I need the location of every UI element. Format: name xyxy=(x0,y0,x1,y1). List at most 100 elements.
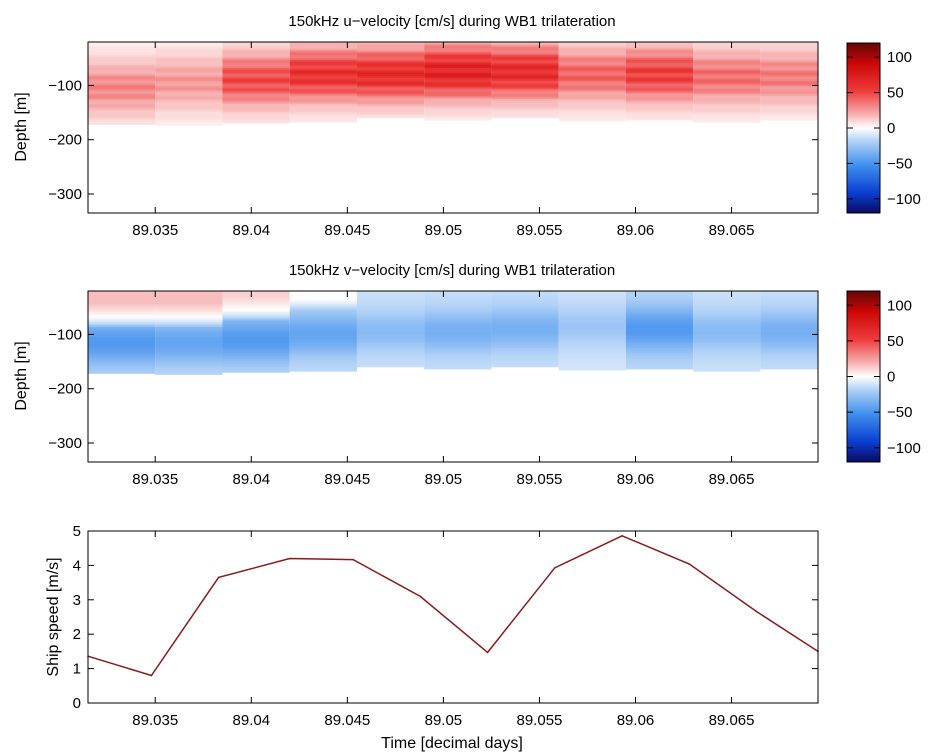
u-velocity-cell xyxy=(760,69,818,72)
u-velocity-cell xyxy=(760,100,818,103)
u-velocity-cell xyxy=(424,100,492,103)
v-velocity-cell xyxy=(558,348,626,350)
v-velocity-cell xyxy=(693,362,761,365)
v-velocity-profile xyxy=(558,291,626,371)
u-velocity-cell xyxy=(760,53,818,56)
v-velocity-cell xyxy=(88,364,156,367)
v-velocity-cell xyxy=(760,305,818,308)
u-velocity-cell xyxy=(625,87,694,90)
u-velocity-cell xyxy=(760,84,818,87)
v-velocity-cell xyxy=(491,333,559,336)
v-velocity-profile xyxy=(222,291,290,373)
u-velocity-cell xyxy=(356,59,425,62)
v-velocity-cell xyxy=(693,361,761,363)
u-velocity-cell xyxy=(491,71,559,74)
u-velocity-cell xyxy=(558,56,626,59)
u-velocity-cell xyxy=(222,45,290,48)
u-velocity-cell xyxy=(760,58,818,61)
u-velocity-cell xyxy=(424,107,492,110)
v-velocity-cell xyxy=(356,348,425,350)
u-velocity-cell xyxy=(155,125,223,126)
v-velocity-cell xyxy=(289,323,357,326)
u-velocity-cell xyxy=(558,48,626,51)
v-velocity-cell xyxy=(155,359,223,362)
u-velocity-cell xyxy=(356,108,425,111)
v-velocity-cell xyxy=(625,336,694,339)
v-velocity-cell xyxy=(558,326,626,329)
v-velocity-cell xyxy=(558,362,626,365)
ship-speed-line xyxy=(87,534,819,677)
x-tick-label: 89.04 xyxy=(233,471,271,488)
v-velocity-cell xyxy=(356,323,425,326)
v-velocity-cell xyxy=(155,372,223,375)
u-velocity-cell xyxy=(558,55,626,57)
u-velocity-cell xyxy=(289,69,357,72)
v-velocity-cell xyxy=(760,302,818,305)
v-velocity-cell xyxy=(625,318,694,321)
x-tick-label: 89.035 xyxy=(132,471,178,488)
v-velocity-cell xyxy=(424,338,492,341)
v-velocity-cell xyxy=(289,294,357,297)
v-velocity-cell xyxy=(760,299,818,302)
v-velocity-cell xyxy=(289,321,357,324)
v-velocity-cell xyxy=(693,344,761,347)
ship-speed-point xyxy=(217,576,220,579)
u-velocity-cell xyxy=(155,43,223,46)
u-velocity-cell xyxy=(491,85,559,88)
u-velocity-cell xyxy=(760,48,818,51)
v-velocity-cell xyxy=(491,300,559,303)
v-velocity-cell xyxy=(558,312,626,315)
v-velocity-cell xyxy=(491,341,559,344)
v-velocity-cell xyxy=(289,351,357,354)
v-velocity-cell xyxy=(155,351,223,354)
v-velocity-cell xyxy=(625,310,694,313)
u-velocity-cell xyxy=(625,92,694,95)
v-velocity-cell xyxy=(155,291,223,293)
u-velocity-cell xyxy=(693,53,761,56)
u-velocity-axes-frame xyxy=(87,41,819,214)
u-velocity-cell xyxy=(155,42,223,44)
u-velocity-cell xyxy=(693,48,761,51)
u-velocity-cell xyxy=(693,58,761,61)
u-velocity-cell xyxy=(625,71,694,74)
v-velocity-cell xyxy=(693,351,761,354)
v-velocity-cell xyxy=(155,331,223,334)
v-velocity-cell xyxy=(491,326,559,329)
u-velocity-cell xyxy=(625,89,694,92)
u-velocity-cell xyxy=(88,46,156,49)
v-velocity-cell xyxy=(693,326,761,329)
v-velocity-cell xyxy=(155,354,223,357)
u-velocity-cell xyxy=(155,63,223,66)
u-velocity-cell xyxy=(625,82,694,85)
v-velocity-cell xyxy=(693,330,761,333)
v-velocity-cell xyxy=(222,341,290,344)
v-velocity-cell xyxy=(155,365,223,368)
v-velocity-cell xyxy=(693,352,761,355)
v-velocity-cell xyxy=(88,330,156,333)
v-velocity-cell xyxy=(558,361,626,363)
u-velocity-cell xyxy=(155,89,223,92)
v-velocity-cell xyxy=(625,308,694,311)
v-velocity-cell xyxy=(222,308,290,311)
u-velocity-cell xyxy=(222,116,290,119)
v-velocity-cell xyxy=(289,365,357,368)
x-tick-label: 89.04 xyxy=(233,712,271,729)
u-velocity-cell xyxy=(625,94,694,97)
u-velocity-x-ticks: 89.035 89.04 89.045 89.05 89.055 89.06 89.065 xyxy=(132,42,754,239)
v-velocity-cell xyxy=(558,352,626,355)
u-velocity-cell xyxy=(356,102,425,105)
u-velocity-cell xyxy=(693,97,761,100)
v-velocity-cell xyxy=(222,328,290,331)
ship-speed-x-ticks: 89.035 89.04 89.045 89.05 89.055 89.06 89.065 xyxy=(132,531,754,729)
u-velocity-cell xyxy=(760,59,818,62)
u-velocity-cell xyxy=(693,102,761,105)
v-velocity-cell xyxy=(356,356,425,359)
v-velocity-cell xyxy=(558,369,626,371)
u-velocity-cell xyxy=(289,53,357,56)
v-velocity-cell xyxy=(693,317,761,319)
v-velocity-cell xyxy=(491,315,559,318)
u-velocity-cell xyxy=(760,108,818,111)
u-velocity-cell xyxy=(222,42,290,44)
u-velocity-profile xyxy=(760,42,818,121)
